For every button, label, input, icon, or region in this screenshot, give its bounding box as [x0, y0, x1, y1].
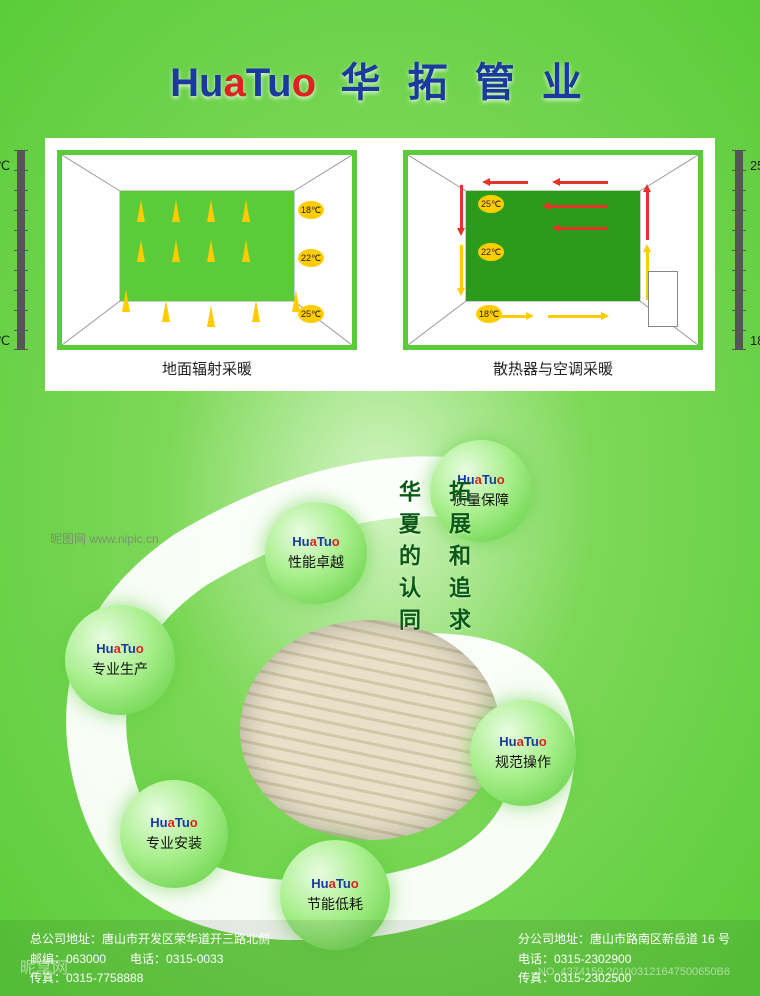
slogan-col-1: 华夏的认同	[392, 480, 424, 640]
mini-logo: HuaTuo	[499, 734, 546, 749]
floor-heating-photo	[240, 620, 500, 840]
temp-right-top: 25℃	[750, 158, 760, 174]
mini-logo: HuaTuo	[150, 815, 197, 830]
temp-badge: 25℃	[298, 305, 324, 323]
slogan-col-2: 拓展和追求	[442, 480, 474, 640]
footer-hq-label: 总公司地址：	[30, 932, 102, 946]
temp-badge: 18℃	[476, 305, 502, 323]
diagram-right: 25℃ 22℃ 18℃ 散热器与空调采暖	[403, 150, 703, 379]
bubble-label: 性能卓越	[288, 552, 344, 572]
temp-right-bottom: 18℃	[750, 333, 760, 349]
diagram-right-caption: 散热器与空调采暖	[403, 358, 703, 379]
thermometer-left	[17, 150, 25, 350]
temp-badge: 25℃	[478, 195, 504, 213]
slogan: 华夏的认同 拓展和追求	[392, 480, 730, 640]
thermometer-right	[735, 150, 743, 350]
bubble-label: 节能低耗	[307, 894, 363, 914]
brand-cn: 华 拓 管 业	[341, 50, 590, 108]
footer: 总公司地址：唐山市开发区荣华道开三路北侧 邮编：063000 电话：0315-0…	[0, 920, 760, 996]
temp-left-bottom: 25℃	[0, 333, 10, 349]
diagrams-panel: 18℃ 25℃	[45, 138, 715, 391]
bubble-label: 规范操作	[495, 752, 551, 772]
bubble-label: 专业生产	[92, 659, 148, 679]
footer-branch-phone: 电话：0315-2302900	[518, 952, 631, 966]
temp-left-top: 18℃	[0, 158, 10, 174]
feature-bubble: HuaTuo 性能卓越	[265, 502, 367, 604]
temp-badge: 18℃	[298, 201, 324, 219]
footer-hq-addr: 唐山市开发区荣华道开三路北侧	[102, 932, 270, 946]
door-icon	[648, 271, 678, 327]
temp-badge: 22℃	[298, 249, 324, 267]
footer-branch: 分公司地址：唐山市路南区新岳道 16 号 电话：0315-2302900 传真：…	[518, 930, 730, 988]
temp-badge: 22℃	[478, 243, 504, 261]
footer-branch-addr: 唐山市路南区新岳道 16 号	[590, 932, 730, 946]
header: HuaTuo 华 拓 管 业	[0, 0, 760, 108]
diagram-left: 18℃ 22℃ 25℃ 地面辐射采暖	[57, 150, 357, 379]
mini-logo: HuaTuo	[311, 876, 358, 891]
bubble-label: 专业安装	[146, 833, 202, 853]
footer-branch-label: 分公司地址：	[518, 932, 590, 946]
logo-en: HuaTuo	[170, 61, 316, 106]
mini-logo: HuaTuo	[96, 641, 143, 656]
diagram-left-caption: 地面辐射采暖	[57, 358, 357, 379]
feature-bubble: HuaTuo 专业生产	[65, 605, 175, 715]
watermark-bottom-right: NO. 4374159 201003121647500650B6	[538, 966, 730, 978]
watermark-bottom-left: 昵享网	[20, 954, 68, 978]
mini-logo: HuaTuo	[292, 534, 339, 549]
feature-bubble: HuaTuo 规范操作	[470, 700, 576, 806]
watermark-site: 昵图网 www.nipic.cn	[50, 530, 159, 547]
feature-bubble: HuaTuo 专业安装	[120, 780, 228, 888]
